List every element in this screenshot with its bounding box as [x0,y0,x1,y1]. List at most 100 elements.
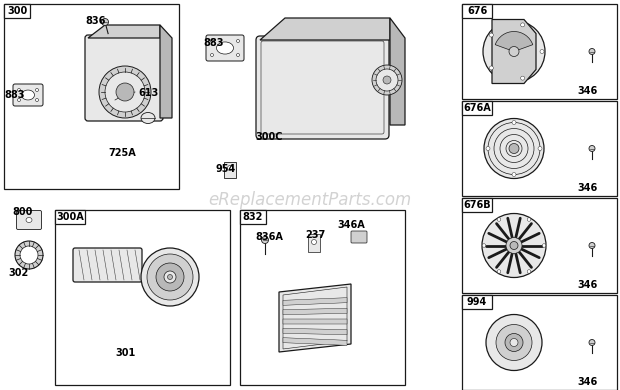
Ellipse shape [20,246,38,264]
Ellipse shape [589,145,595,151]
Bar [4,4,30,18]
Text: 883: 883 [203,38,223,48]
Ellipse shape [527,270,531,273]
Bar [55,210,85,224]
FancyBboxPatch shape [13,84,43,106]
Ellipse shape [147,254,193,300]
Ellipse shape [164,271,176,283]
Polygon shape [260,18,390,40]
Bar [224,162,236,178]
Text: 800: 800 [12,207,32,217]
Text: 676A: 676A [463,103,491,113]
Text: 676: 676 [467,6,487,16]
Ellipse shape [372,65,402,95]
Bar [308,234,320,252]
Ellipse shape [15,241,43,269]
Text: 676B: 676B [463,200,491,210]
Ellipse shape [35,99,38,101]
Ellipse shape [211,39,213,43]
FancyBboxPatch shape [206,35,244,61]
FancyBboxPatch shape [85,35,163,121]
Text: 301: 301 [115,348,135,358]
Bar [462,295,617,390]
Bar [4,4,179,189]
Bar [462,198,617,293]
Text: 346A: 346A [337,220,365,230]
FancyBboxPatch shape [351,231,367,243]
Ellipse shape [26,218,32,223]
Ellipse shape [589,340,595,346]
Ellipse shape [521,76,525,80]
Ellipse shape [482,244,485,247]
Ellipse shape [116,83,134,101]
Ellipse shape [527,218,531,221]
Text: eReplacementParts.com: eReplacementParts.com [208,191,412,209]
Polygon shape [283,308,347,315]
Ellipse shape [22,90,35,100]
Ellipse shape [141,112,155,124]
Ellipse shape [489,66,494,70]
Polygon shape [283,328,347,335]
Text: 300: 300 [7,6,27,16]
Text: 836A: 836A [255,232,283,242]
Ellipse shape [483,21,545,83]
Ellipse shape [311,239,316,245]
Text: 725A: 725A [108,148,136,158]
Bar [462,101,492,115]
Ellipse shape [542,244,546,247]
Ellipse shape [510,241,518,250]
Ellipse shape [105,72,145,112]
Text: 300C: 300C [255,132,283,142]
Ellipse shape [510,339,518,346]
Ellipse shape [489,33,494,37]
Ellipse shape [236,39,239,43]
Bar [55,210,230,385]
Ellipse shape [497,218,501,221]
Ellipse shape [156,263,184,291]
Polygon shape [283,338,347,345]
Ellipse shape [496,324,532,360]
Polygon shape [279,284,351,352]
FancyBboxPatch shape [256,36,389,139]
Ellipse shape [383,76,391,84]
Text: 832: 832 [243,212,263,222]
Bar [462,198,492,212]
Ellipse shape [486,314,542,370]
Ellipse shape [141,248,199,306]
Bar [462,295,492,309]
FancyBboxPatch shape [17,211,42,229]
Text: 346: 346 [577,280,597,290]
Ellipse shape [167,275,172,280]
Ellipse shape [589,48,595,55]
Polygon shape [492,20,536,83]
Bar [462,4,492,18]
Ellipse shape [236,53,239,57]
Ellipse shape [512,121,516,124]
Ellipse shape [486,147,490,151]
Text: 954: 954 [215,164,235,174]
Ellipse shape [505,333,523,351]
Polygon shape [88,25,160,38]
Ellipse shape [509,46,519,57]
Wedge shape [495,32,533,51]
Text: 994: 994 [467,297,487,307]
Text: 346: 346 [577,183,597,193]
Ellipse shape [35,89,38,92]
Text: 346: 346 [577,377,597,387]
Ellipse shape [376,69,398,91]
Polygon shape [390,18,405,125]
Ellipse shape [102,18,108,25]
Ellipse shape [482,213,546,278]
Ellipse shape [484,119,544,179]
Ellipse shape [589,243,595,248]
Polygon shape [283,319,347,324]
Text: 613: 613 [138,88,158,98]
Ellipse shape [506,238,522,254]
Bar [240,210,266,224]
Ellipse shape [228,165,232,170]
Ellipse shape [512,172,516,177]
Ellipse shape [521,23,525,27]
Ellipse shape [538,147,542,151]
Ellipse shape [540,50,544,53]
Text: 302: 302 [8,268,29,278]
